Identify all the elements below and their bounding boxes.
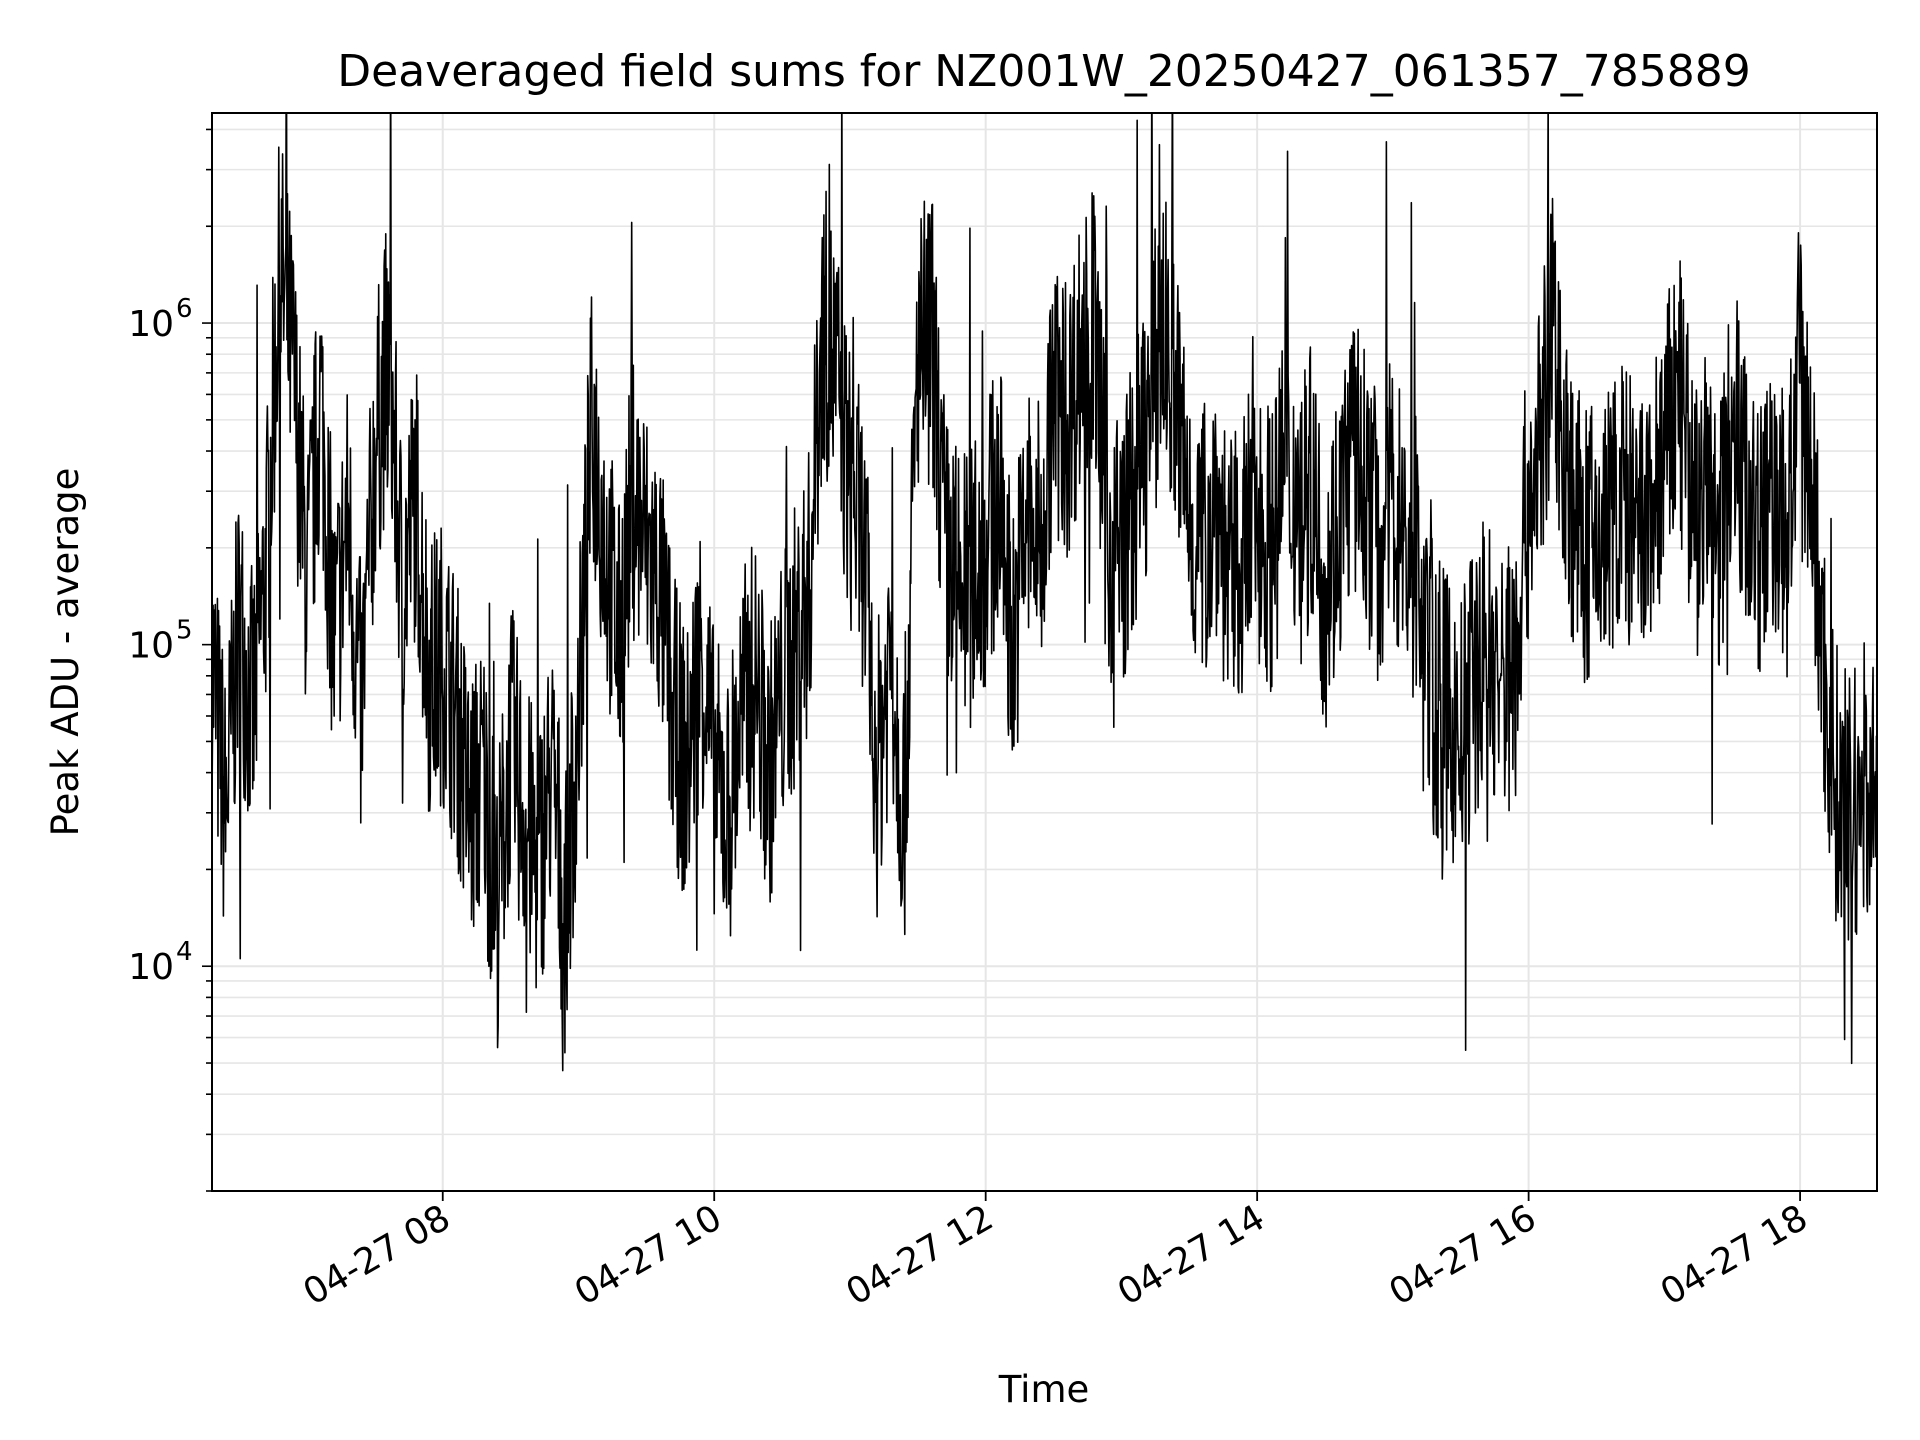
y-tick-label-exponent: 6 (176, 294, 193, 324)
y-tick-label: 10 (128, 947, 174, 988)
plot-area (212, 113, 1877, 1072)
y-tick-label-exponent: 4 (176, 937, 193, 967)
x-axis-label: Time (998, 1368, 1090, 1411)
y-tick-label: 10 (128, 626, 174, 667)
series-line (212, 113, 1877, 1072)
chart-title: Deaveraged field sums for NZ001W_2025042… (337, 46, 1750, 97)
y-tick-label-exponent: 5 (176, 616, 193, 646)
y-tick-label: 10 (128, 304, 174, 345)
plot-frame (211, 112, 1878, 1192)
y-axis-label: Peak ADU - average (44, 468, 87, 837)
